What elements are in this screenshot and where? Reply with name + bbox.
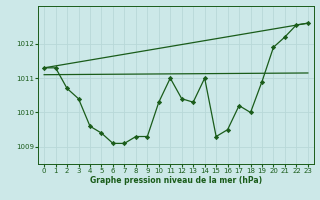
X-axis label: Graphe pression niveau de la mer (hPa): Graphe pression niveau de la mer (hPa) [90, 176, 262, 185]
